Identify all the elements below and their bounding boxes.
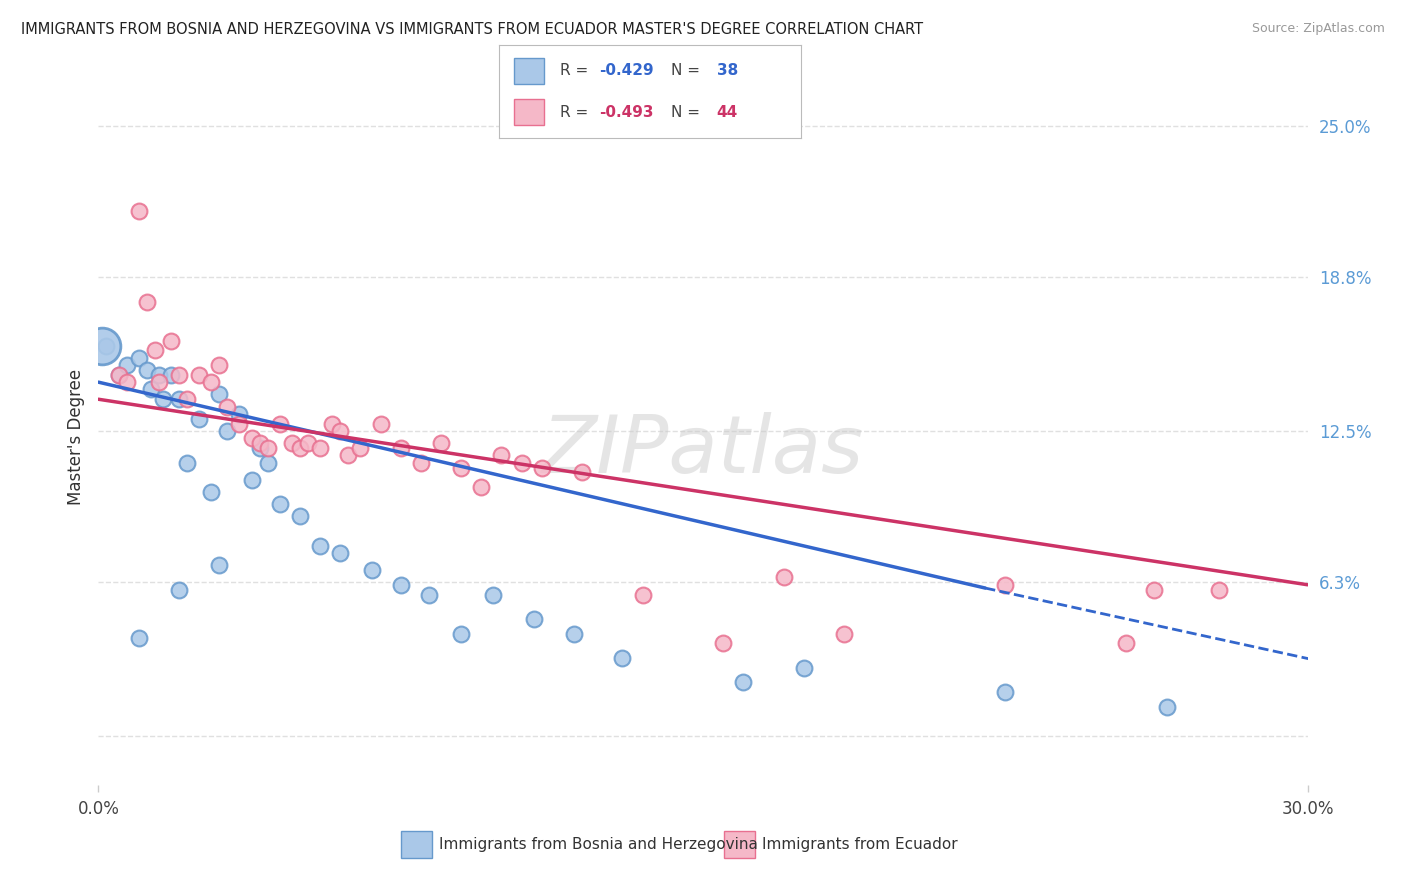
Point (389, 578, 412, 592)
Point (160, 368, 183, 382)
Point (256, 441, 278, 455)
Point (409, 456, 432, 470)
Text: R =: R = (560, 104, 593, 120)
Point (370, 417, 392, 431)
Point (482, 588, 505, 602)
Point (309, 539, 332, 553)
Point (148, 375, 170, 389)
Point (288, 441, 311, 455)
Text: IMMIGRANTS FROM BOSNIA AND HERZEGOVINA VS IMMIGRANTS FROM ECUADOR MASTER'S DEGRE: IMMIGRANTS FROM BOSNIA AND HERZEGOVINA V… (21, 22, 924, 37)
Point (994, 578, 1017, 592)
Point (361, 563, 384, 577)
Point (269, 417, 291, 431)
Point (1208, 582, 1230, 597)
Text: 44: 44 (717, 104, 738, 120)
Point (450, 626, 472, 640)
Point (288, 509, 311, 524)
Text: Immigrants from Ecuador: Immigrants from Ecuador (762, 838, 957, 852)
Point (733, 675, 755, 690)
Point (200, 375, 222, 389)
Point (188, 368, 211, 382)
Point (329, 546, 352, 560)
Point (297, 436, 319, 450)
Text: Source: ZipAtlas.com: Source: ZipAtlas.com (1251, 22, 1385, 36)
Point (139, 383, 162, 397)
Point (188, 411, 211, 425)
Point (491, 449, 513, 463)
Point (631, 588, 654, 602)
Point (994, 685, 1017, 699)
Point (200, 485, 222, 500)
Point (562, 626, 585, 640)
Text: N =: N = (672, 104, 706, 120)
Point (228, 407, 250, 421)
Point (571, 466, 593, 480)
Text: R =: R = (560, 63, 593, 78)
Point (115, 358, 138, 372)
Point (349, 441, 371, 455)
Point (135, 294, 157, 309)
Point (249, 441, 271, 455)
Point (832, 626, 855, 640)
Text: 38: 38 (717, 63, 738, 78)
Point (249, 436, 271, 450)
Point (711, 636, 734, 650)
Point (612, 651, 634, 665)
Point (148, 368, 170, 382)
Point (143, 343, 166, 358)
Point (793, 661, 815, 675)
FancyBboxPatch shape (515, 99, 544, 125)
Point (240, 431, 263, 445)
Point (167, 582, 190, 597)
Point (208, 358, 231, 372)
Point (256, 456, 278, 470)
Point (269, 497, 291, 511)
Point (1115, 636, 1137, 650)
Point (115, 375, 138, 389)
Point (228, 417, 250, 431)
Point (418, 588, 440, 602)
Point (96, 338, 118, 352)
Point (208, 558, 231, 573)
Point (530, 460, 553, 475)
Point (91, 338, 114, 352)
Point (128, 351, 150, 365)
Point (281, 436, 304, 450)
Point (128, 204, 150, 219)
Point (107, 368, 129, 382)
Point (167, 368, 190, 382)
Point (321, 417, 343, 431)
Point (470, 480, 492, 494)
Point (450, 460, 472, 475)
Point (217, 424, 239, 438)
Text: -0.429: -0.429 (599, 63, 654, 78)
Point (160, 334, 183, 348)
Text: Immigrants from Bosnia and Herzegovina: Immigrants from Bosnia and Herzegovina (439, 838, 758, 852)
Point (510, 456, 533, 470)
Point (1156, 699, 1178, 714)
Point (329, 424, 352, 438)
Point (107, 368, 129, 382)
Point (176, 392, 198, 407)
FancyBboxPatch shape (515, 58, 544, 84)
Point (176, 456, 198, 470)
Point (430, 436, 453, 450)
Point (135, 363, 157, 377)
Point (389, 441, 412, 455)
Text: ZIPatlas: ZIPatlas (541, 412, 865, 490)
Point (152, 392, 174, 407)
Y-axis label: Master's Degree: Master's Degree (66, 369, 84, 505)
Point (772, 570, 794, 584)
Point (128, 632, 150, 646)
Point (523, 612, 546, 626)
Point (167, 392, 190, 407)
Text: N =: N = (672, 63, 706, 78)
Point (208, 387, 231, 401)
Point (309, 441, 332, 455)
Point (337, 449, 360, 463)
Point (1143, 582, 1166, 597)
Point (217, 400, 239, 414)
Point (240, 473, 263, 487)
Text: -0.493: -0.493 (599, 104, 654, 120)
